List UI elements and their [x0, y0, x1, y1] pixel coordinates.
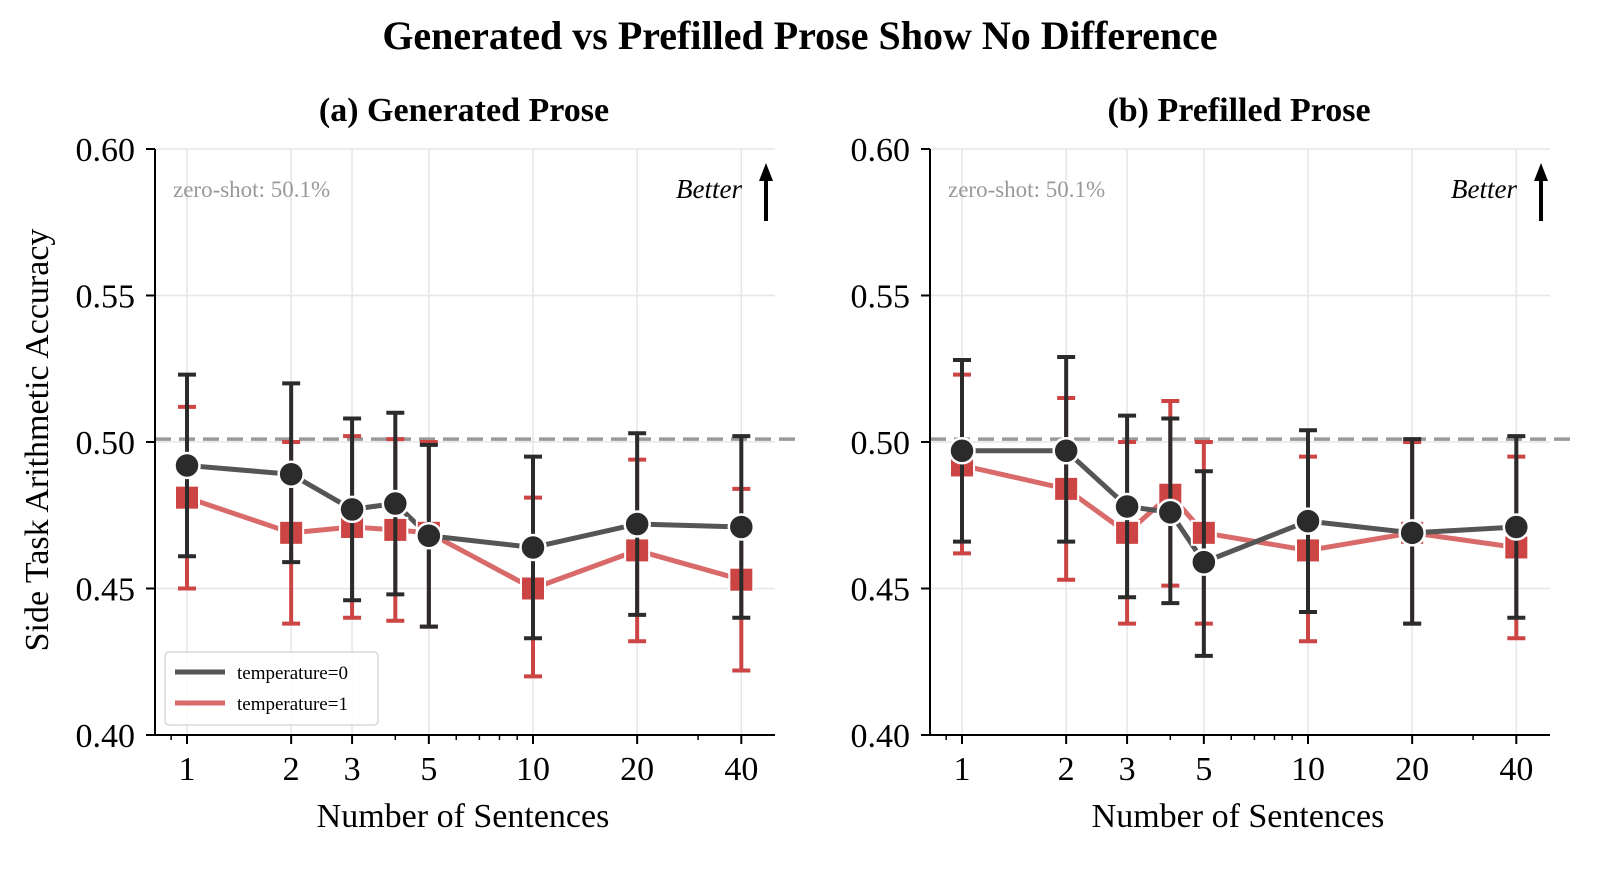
better-arrow-up-icon [759, 163, 773, 181]
data-point-temperature-0 [173, 451, 201, 480]
y-tick-label: 0.50 [76, 425, 136, 462]
y-tick-label: 0.50 [851, 425, 911, 462]
x-tick-label: 40 [1499, 751, 1533, 788]
y-tick-label: 0.55 [76, 279, 136, 316]
data-point-temperature-0 [338, 495, 366, 524]
data-point-temperature-0 [948, 437, 976, 465]
x-tick-label: 20 [1395, 751, 1429, 788]
x-tick-label: 40 [724, 751, 758, 788]
data-point-temperature-0 [1502, 513, 1531, 541]
data-point-temperature-0 [519, 533, 547, 562]
data-point-temperature-0 [1294, 507, 1322, 535]
data-point-temperature-0 [623, 510, 651, 538]
x-axis-label: Number of Sentences [1092, 798, 1385, 835]
x-tick-label: 5 [420, 751, 437, 788]
y-tick-label: 0.40 [76, 718, 136, 755]
better-annotation-label: Better [676, 174, 742, 204]
figure-suptitle: Generated vs Prefilled Prose Show No Dif… [382, 13, 1218, 58]
plot-data [173, 372, 756, 679]
plot-data [948, 355, 1531, 658]
y-tick-label: 0.60 [76, 132, 136, 169]
data-point-temperature-0 [277, 460, 305, 488]
data-point-temperature-0 [1052, 437, 1080, 465]
x-tick-label: 20 [620, 751, 654, 788]
better-annotation-label: Better [1451, 174, 1517, 204]
x-tick-label: 10 [516, 751, 550, 788]
x-tick-label: 1 [179, 751, 196, 788]
legend-label: temperature=1 [237, 694, 348, 715]
panel-prefilled-prose: zero-shot: 50.1% Better 0.40 0.45 0.50 0.55 0.… [851, 92, 1570, 835]
panel-generated-prose: zero-shot: 50.1% Better 0.40 0.45 0.50 0.55 0.… [19, 92, 795, 835]
series-line-temperature-0 [962, 448, 1517, 565]
x-tick-label: 5 [1195, 751, 1212, 788]
data-point-temperature-0 [415, 522, 443, 550]
y-tick-label: 0.45 [76, 572, 136, 609]
data-point-temperature-0 [381, 489, 410, 518]
x-axis-label: Number of Sentences [317, 798, 610, 835]
zero-shot-label: zero-shot: 50.1% [948, 177, 1105, 202]
series-line-temperature-1 [186, 495, 742, 591]
zero-shot-label: zero-shot: 50.1% [173, 177, 330, 202]
x-tick-label: 2 [1058, 751, 1075, 788]
data-point-temperature-0 [1156, 498, 1185, 527]
data-point-temperature-0 [1113, 492, 1141, 521]
y-tick-label: 0.60 [851, 132, 911, 169]
better-arrow-up-icon [1534, 163, 1548, 181]
x-tick-label: 10 [1291, 751, 1325, 788]
x-tick-label: 1 [954, 751, 971, 788]
x-tick-label: 2 [283, 751, 300, 788]
series-line-temperature-1 [961, 463, 1517, 553]
y-axis-label: Side Task Arithmetic Accuracy [19, 229, 56, 652]
x-tick-label: 3 [344, 751, 361, 788]
y-tick-label: 0.55 [851, 279, 911, 316]
data-point-temperature-0 [1190, 548, 1218, 576]
series-line-temperature-0 [186, 462, 742, 550]
data-point-temperature-0 [727, 513, 756, 541]
legend-label: temperature=0 [237, 663, 348, 684]
data-point-temperature-0 [1398, 519, 1426, 547]
y-tick-label: 0.40 [851, 718, 911, 755]
panel-title: (a) Generated Prose [319, 92, 609, 129]
panel-title: (b) Prefilled Prose [1107, 92, 1370, 129]
y-tick-label: 0.45 [851, 572, 911, 609]
x-tick-label: 3 [1119, 751, 1136, 788]
legend: temperature=0 temperature=1 [164, 651, 379, 726]
